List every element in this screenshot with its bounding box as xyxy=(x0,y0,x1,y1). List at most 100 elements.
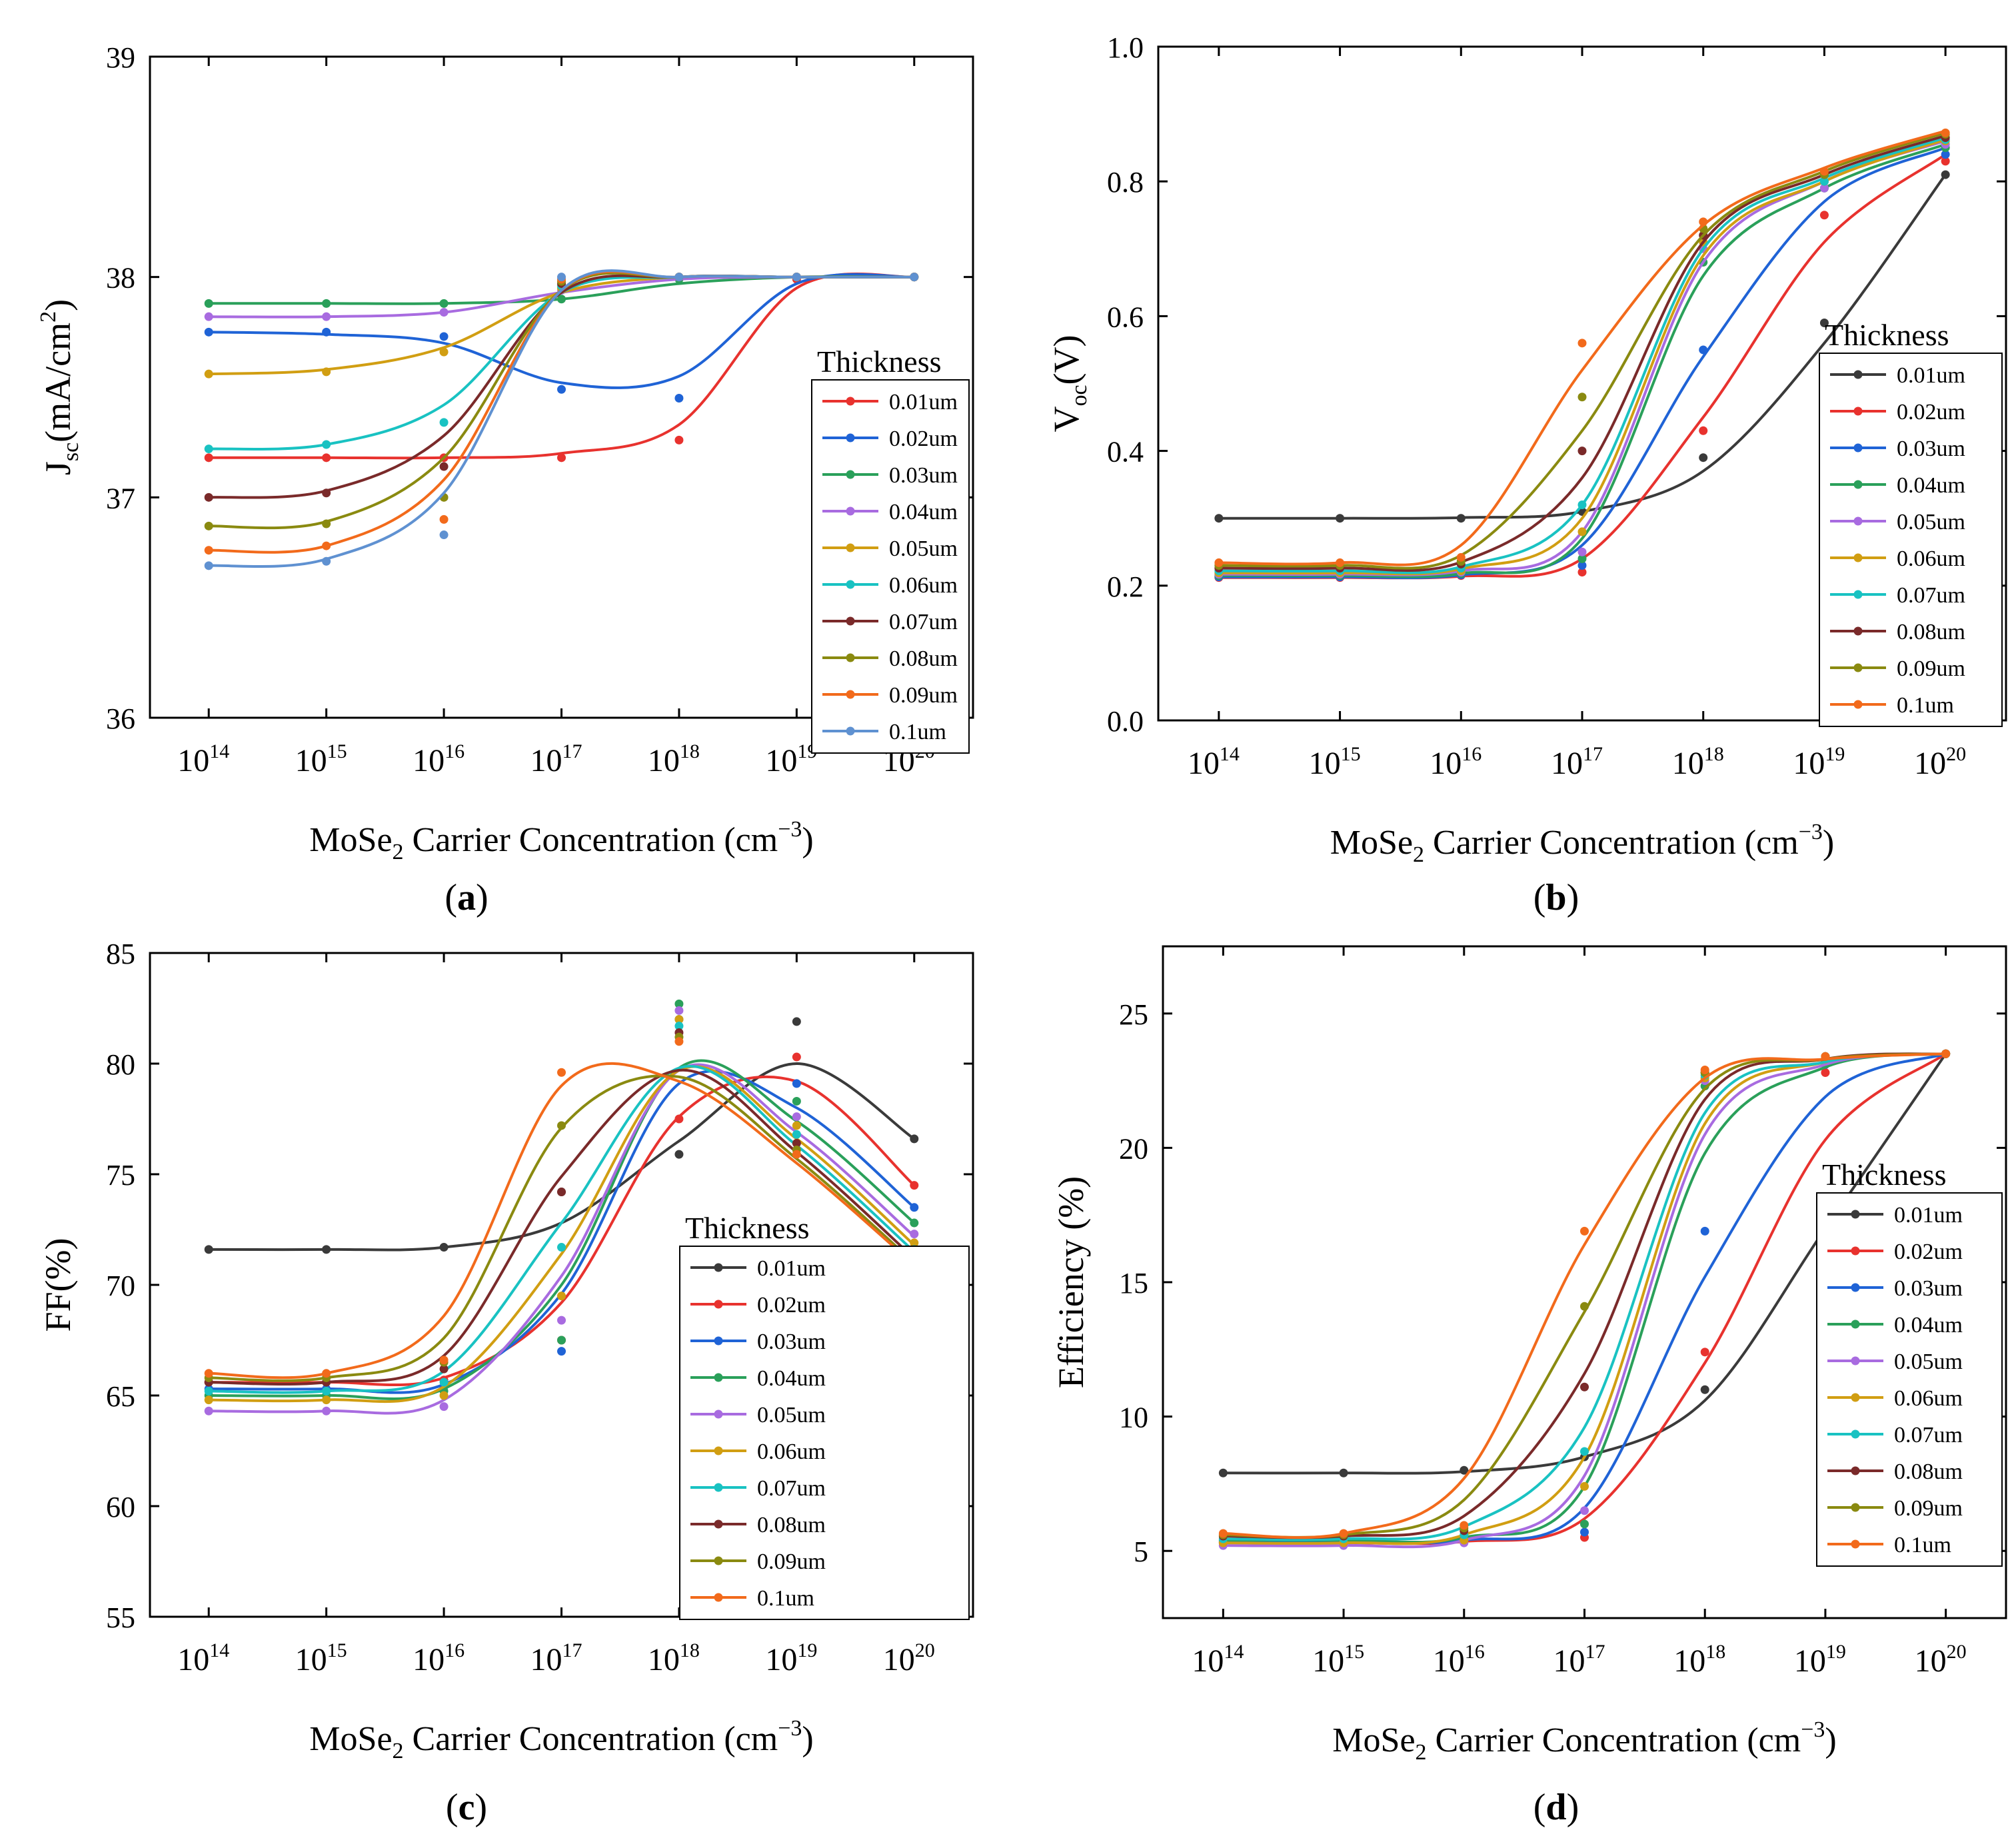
data-point-0.07um xyxy=(322,488,331,498)
legend-marker xyxy=(846,470,855,479)
data-point-0.09um xyxy=(1577,393,1587,402)
x-tick-label: 1019 xyxy=(1794,1641,1846,1679)
data-point-0.01um xyxy=(1699,453,1708,462)
data-point-0.05um xyxy=(1819,183,1829,193)
data-point-0.02um xyxy=(1700,1348,1709,1357)
legend-marker xyxy=(714,1373,723,1382)
data-point-0.07um xyxy=(322,1386,331,1395)
data-point-0.02um xyxy=(204,327,213,337)
data-point-0.08um xyxy=(1577,447,1587,456)
series-line-0.08um xyxy=(1218,134,1946,572)
legend-label: 0.1um xyxy=(889,720,946,744)
y-tick-label: 36 xyxy=(106,702,135,735)
data-point-0.1um xyxy=(674,273,684,282)
data-point-0.06um xyxy=(910,1238,919,1248)
y-tick-label: 39 xyxy=(106,41,135,74)
x-tick-label: 1020 xyxy=(1915,1641,1967,1679)
data-point-0.03um xyxy=(1941,150,1950,159)
legend-label: 0.08um xyxy=(757,1513,826,1537)
legend-marker xyxy=(714,1593,723,1602)
legend-label: 0.07um xyxy=(757,1476,826,1501)
data-point-0.09um xyxy=(1580,1302,1589,1311)
x-tick-label: 1020 xyxy=(883,1639,935,1677)
legend-label: 0.08um xyxy=(889,646,958,671)
data-point-0.1um xyxy=(557,1068,566,1077)
legend: Thickness 0.01um 0.02um 0.03um 0.04um 0.05um 0… xyxy=(811,345,970,754)
data-point-0.1um xyxy=(322,556,331,566)
x-tick-label: 1015 xyxy=(295,740,347,778)
legend-marker xyxy=(1851,1393,1860,1402)
x-axis-label: MoSe2 Carrier Concentration (cm−3) xyxy=(309,1716,813,1763)
data-point-0.03um xyxy=(439,299,449,308)
x-tick-label: 1018 xyxy=(1673,1641,1725,1679)
legend-marker xyxy=(846,580,855,589)
legend: Thickness 0.01um 0.02um 0.03um 0.04um 0.05um 0… xyxy=(1816,1158,2003,1567)
data-point-0.04um xyxy=(322,312,331,321)
x-tick-label: 1020 xyxy=(1914,743,1966,781)
series-layer xyxy=(204,999,919,1415)
legend-title: Thickness xyxy=(1825,318,1949,352)
data-point-0.02um xyxy=(910,1181,919,1190)
data-point-0.07um xyxy=(557,1243,566,1252)
data-point-0.01um xyxy=(1339,1468,1348,1477)
data-point-0.01um xyxy=(439,1243,449,1252)
y-tick-label: 0.2 xyxy=(1107,570,1144,603)
legend-marker xyxy=(1851,1429,1860,1439)
x-tick-label: 1019 xyxy=(1793,743,1845,781)
panel-label: (b) xyxy=(1533,877,1579,918)
data-point-0.09um xyxy=(439,514,449,524)
data-point-0.1um xyxy=(1336,558,1345,567)
y-tick-label: 55 xyxy=(106,1601,135,1634)
data-point-0.02um xyxy=(557,385,566,394)
legend-marker xyxy=(714,1446,723,1455)
legend-title: Thickness xyxy=(685,1211,810,1245)
legend-title: Thickness xyxy=(817,345,942,379)
legend-marker xyxy=(846,653,855,662)
data-point-0.1um xyxy=(1700,1065,1709,1074)
data-point-0.04um xyxy=(910,1218,919,1228)
legend-label: 0.09um xyxy=(1894,1496,1963,1521)
y-tick-label: 38 xyxy=(106,262,135,295)
legend-label: 0.03um xyxy=(1894,1276,1963,1301)
data-point-0.1um xyxy=(910,273,919,282)
data-point-0.03um xyxy=(557,295,566,304)
legend-label: 0.09um xyxy=(1897,656,1965,681)
data-point-0.1um xyxy=(1218,1529,1228,1538)
series-line-0.09um xyxy=(209,1074,916,1382)
series-line-0.1um xyxy=(1223,1052,1946,1539)
data-point-0.08um xyxy=(557,1188,566,1197)
x-tick-label: 1017 xyxy=(530,740,582,778)
data-point-0.01um xyxy=(674,435,684,445)
data-point-0.04um xyxy=(557,1336,566,1345)
data-point-0.1um xyxy=(792,273,801,282)
legend-label: 0.06um xyxy=(889,573,958,598)
x-tick-label: 1015 xyxy=(1309,743,1361,781)
data-point-0.08um xyxy=(322,519,331,528)
data-point-0.03um xyxy=(910,1203,919,1212)
legend-label: 0.05um xyxy=(889,536,958,561)
legend-label: 0.09um xyxy=(889,683,958,708)
y-tick-label: 75 xyxy=(106,1159,135,1192)
data-point-0.1um xyxy=(1456,552,1466,562)
legend-label: 0.05um xyxy=(1894,1350,1963,1374)
y-tick-label: 1.0 xyxy=(1107,31,1144,64)
data-point-0.01um xyxy=(322,453,331,462)
data-point-0.08um xyxy=(204,521,213,530)
data-point-0.05um xyxy=(322,1406,331,1415)
data-point-0.05um xyxy=(204,1406,213,1415)
legend-label: 0.02um xyxy=(1897,400,1965,425)
series-line-0.03um xyxy=(209,1070,916,1394)
y-tick-label: 85 xyxy=(106,938,135,970)
data-point-0.07um xyxy=(204,492,213,502)
data-point-0.05um xyxy=(322,367,331,377)
data-point-0.08um xyxy=(439,1364,449,1374)
legend-label: 0.1um xyxy=(757,1586,814,1611)
legend-marker xyxy=(1853,663,1863,672)
legend-label: 0.07um xyxy=(889,610,958,634)
data-point-0.06um xyxy=(674,1015,684,1024)
series-line-0.1um xyxy=(209,1062,916,1380)
series-layer xyxy=(204,269,919,570)
legend-marker xyxy=(1853,700,1863,709)
data-point-0.1um xyxy=(1580,1226,1589,1236)
y-tick-label: 5 xyxy=(1134,1535,1148,1568)
